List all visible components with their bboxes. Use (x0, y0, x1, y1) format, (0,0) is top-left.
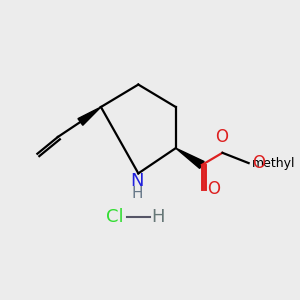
Text: Cl: Cl (106, 208, 123, 226)
Text: H: H (152, 208, 165, 226)
Polygon shape (78, 107, 101, 125)
Text: O: O (215, 128, 228, 146)
Text: methyl: methyl (252, 157, 296, 169)
Polygon shape (176, 148, 204, 168)
Text: N: N (130, 172, 144, 190)
Text: O: O (252, 154, 266, 172)
Text: O: O (208, 180, 220, 198)
Text: H: H (132, 185, 143, 200)
